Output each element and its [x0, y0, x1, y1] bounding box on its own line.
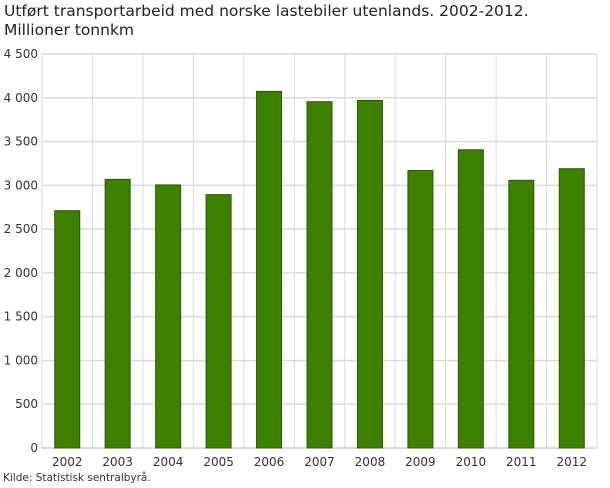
title-line: Utført transportarbeid med norske lasteb…: [4, 2, 529, 20]
bar-2002: [54, 210, 81, 449]
x-tick-label: 2009: [405, 455, 436, 469]
y-tick-label: 4 500: [4, 47, 38, 61]
x-tick-label: 2011: [506, 455, 537, 469]
bar-2009: [407, 169, 434, 449]
bar-2003: [104, 178, 131, 449]
y-tick-label: 4 000: [4, 91, 38, 105]
chart-title: Utført transportarbeid med norske lasteb…: [4, 2, 529, 40]
x-tick-label: 2005: [203, 455, 234, 469]
bar-2012: [558, 168, 585, 449]
x-tick-label: 2004: [153, 455, 184, 469]
y-tick-label: 2 500: [4, 222, 38, 236]
source-note: Kilde: Statistisk sentralbyrå.: [3, 472, 151, 484]
y-tick-label: 3 500: [4, 135, 38, 149]
bar-2004: [155, 184, 182, 449]
x-tick-label: 2010: [456, 455, 487, 469]
x-tick-label: 2006: [254, 455, 285, 469]
x-tick-label: 2007: [304, 455, 335, 469]
bar-2008: [356, 99, 383, 449]
y-tick-label: 1 000: [4, 353, 38, 367]
y-tick-label: 1 500: [4, 310, 38, 324]
y-tick-label: 500: [15, 397, 38, 411]
y-tick-label: 0: [30, 441, 38, 455]
bar-2010: [457, 149, 484, 449]
bar-2005: [205, 194, 232, 449]
bar-2011: [508, 179, 535, 449]
x-tick-label: 2012: [556, 455, 587, 469]
bar-2006: [256, 90, 283, 449]
bar-2007: [306, 101, 333, 449]
x-tick-label: 2003: [102, 455, 133, 469]
y-tick-label: 2 000: [4, 266, 38, 280]
x-tick-label: 2002: [52, 455, 83, 469]
subtitle-line: Millioner tonnkm: [4, 21, 135, 39]
x-tick-label: 2008: [355, 455, 386, 469]
y-tick-label: 3 000: [4, 178, 38, 192]
